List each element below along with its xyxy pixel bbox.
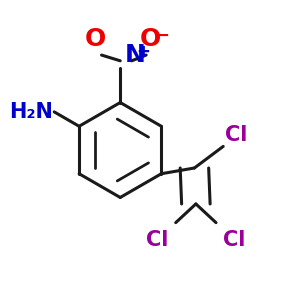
- Text: O: O: [85, 27, 106, 51]
- Text: Cl: Cl: [146, 230, 169, 250]
- Text: Cl: Cl: [223, 230, 246, 250]
- Text: +: +: [136, 43, 150, 61]
- Text: H₂N: H₂N: [9, 102, 53, 122]
- Text: −: −: [154, 27, 169, 45]
- Text: O: O: [140, 27, 161, 51]
- Text: Cl: Cl: [225, 125, 247, 145]
- Text: N: N: [124, 43, 146, 67]
